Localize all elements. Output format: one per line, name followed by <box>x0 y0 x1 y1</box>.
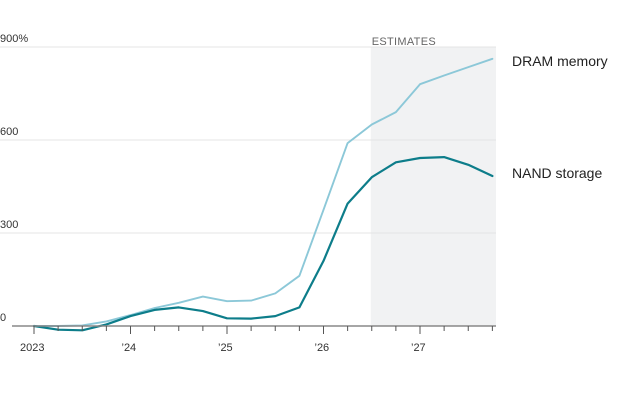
gridlines <box>0 46 496 234</box>
x-tick-label-2027: ’27 <box>411 342 426 354</box>
series-line-nand-storage <box>32 156 494 332</box>
series-label-dram-memory: DRAM memory <box>512 53 608 69</box>
x-tick-label-2024: ’24 <box>122 342 137 354</box>
series-line-dram-memory <box>33 57 494 327</box>
y-tick-label-600: 600 <box>0 126 18 138</box>
x-axis <box>12 325 496 334</box>
x-tick-label-2025: ’25 <box>218 342 233 354</box>
series-label-nand-storage: NAND storage <box>512 165 602 181</box>
y-tick-label-900: 900% <box>0 33 28 45</box>
labels: 0 300 600 900% 2023 ’24 ’25 ’26 ’27 DRAM memory NA… <box>0 33 608 354</box>
x-tick-label-2023: 2023 <box>20 342 44 354</box>
x-tick-label-2026: ’26 <box>315 342 330 354</box>
estimates-region: ESTIMATES <box>370 36 496 326</box>
y-tick-label-0: 0 <box>0 312 6 324</box>
estimates-label: ESTIMATES <box>372 36 436 48</box>
estimates-shaded-band <box>370 47 496 326</box>
y-tick-label-300: 300 <box>0 219 18 231</box>
series-lines <box>32 57 494 332</box>
